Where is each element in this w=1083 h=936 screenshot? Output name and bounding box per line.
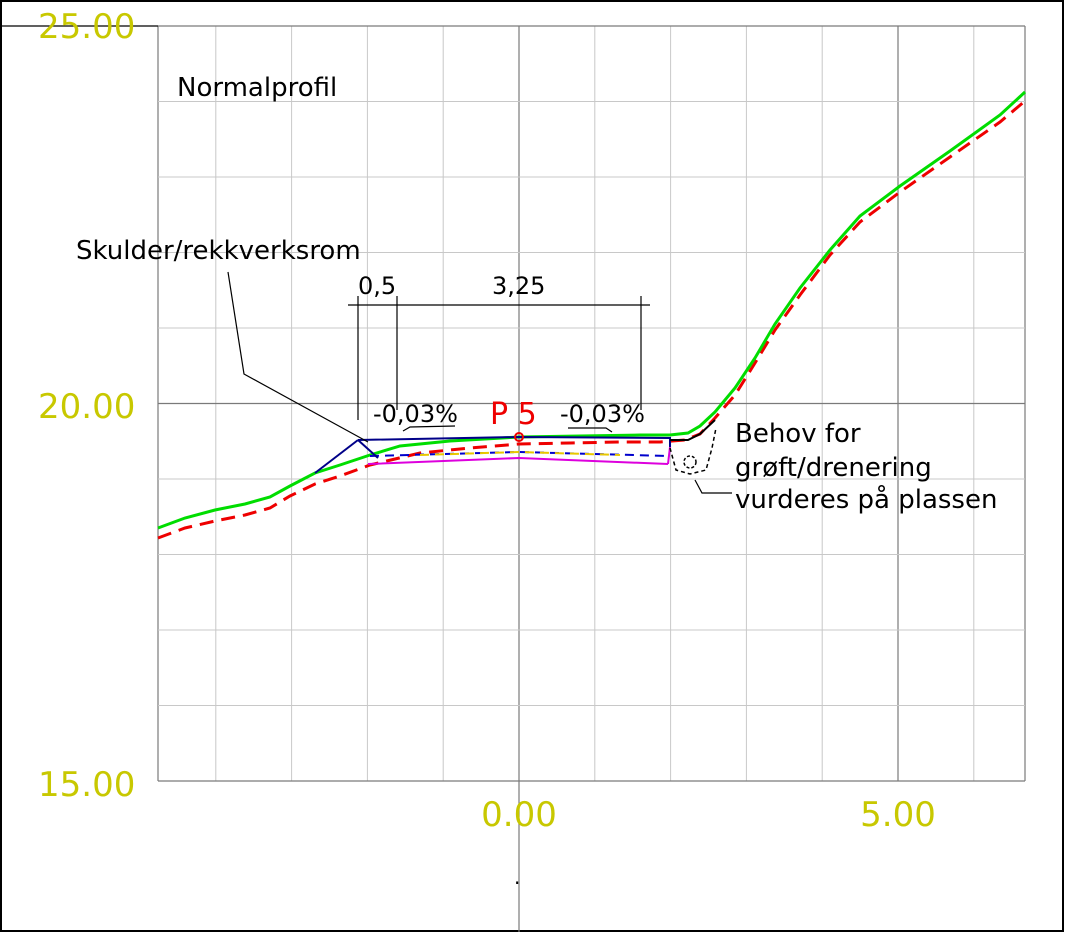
grid [0, 25, 1026, 932]
existing-terrain-line [157, 99, 1026, 540]
x-label-0: 0.00 [481, 795, 557, 835]
road-base-side [357, 439, 379, 459]
road-structure [314, 419, 717, 475]
road-surface [357, 435, 671, 447]
slope-left: -0,03% [373, 400, 458, 428]
road-base-yellow [419, 450, 621, 456]
dimension-shoulder: 0,5 [358, 272, 396, 300]
dimension-lines [348, 296, 650, 420]
road-edge-left [314, 439, 359, 474]
point-marker [514, 432, 524, 442]
shoulder-leader [227, 271, 369, 443]
note-leader [694, 479, 732, 494]
ditch-edge [670, 419, 716, 441]
y-label-25: 25.00 [38, 7, 135, 47]
terrain-line [157, 90, 1027, 530]
drawing-title: Normalprofil [177, 73, 337, 103]
dimension-lane: 3,25 [492, 272, 545, 300]
slope-arrow-right [568, 427, 613, 433]
note-line-3: vurderes på plassen [735, 484, 997, 515]
subbase-line [367, 456, 669, 465]
note-line-1: Behov for [735, 419, 861, 449]
road-base-dashed [369, 450, 671, 457]
slope-right: -0,03% [560, 400, 645, 428]
ditch-dashed [669, 427, 717, 475]
x-label-5: 5.00 [860, 795, 936, 835]
footer-mark: . [514, 865, 520, 889]
drawing-frame [0, 0, 1064, 932]
subbase-right [667, 446, 671, 465]
shoulder-label: Skulder/rekkverksrom [76, 236, 361, 266]
slope-arrow-left [402, 425, 456, 432]
drain-pipe [683, 455, 697, 469]
point-label: P 5 [490, 397, 537, 432]
y-label-15: 15.00 [38, 765, 135, 805]
y-label-20: 20.00 [38, 387, 135, 427]
note-line-2: grøft/drenering [735, 453, 932, 483]
